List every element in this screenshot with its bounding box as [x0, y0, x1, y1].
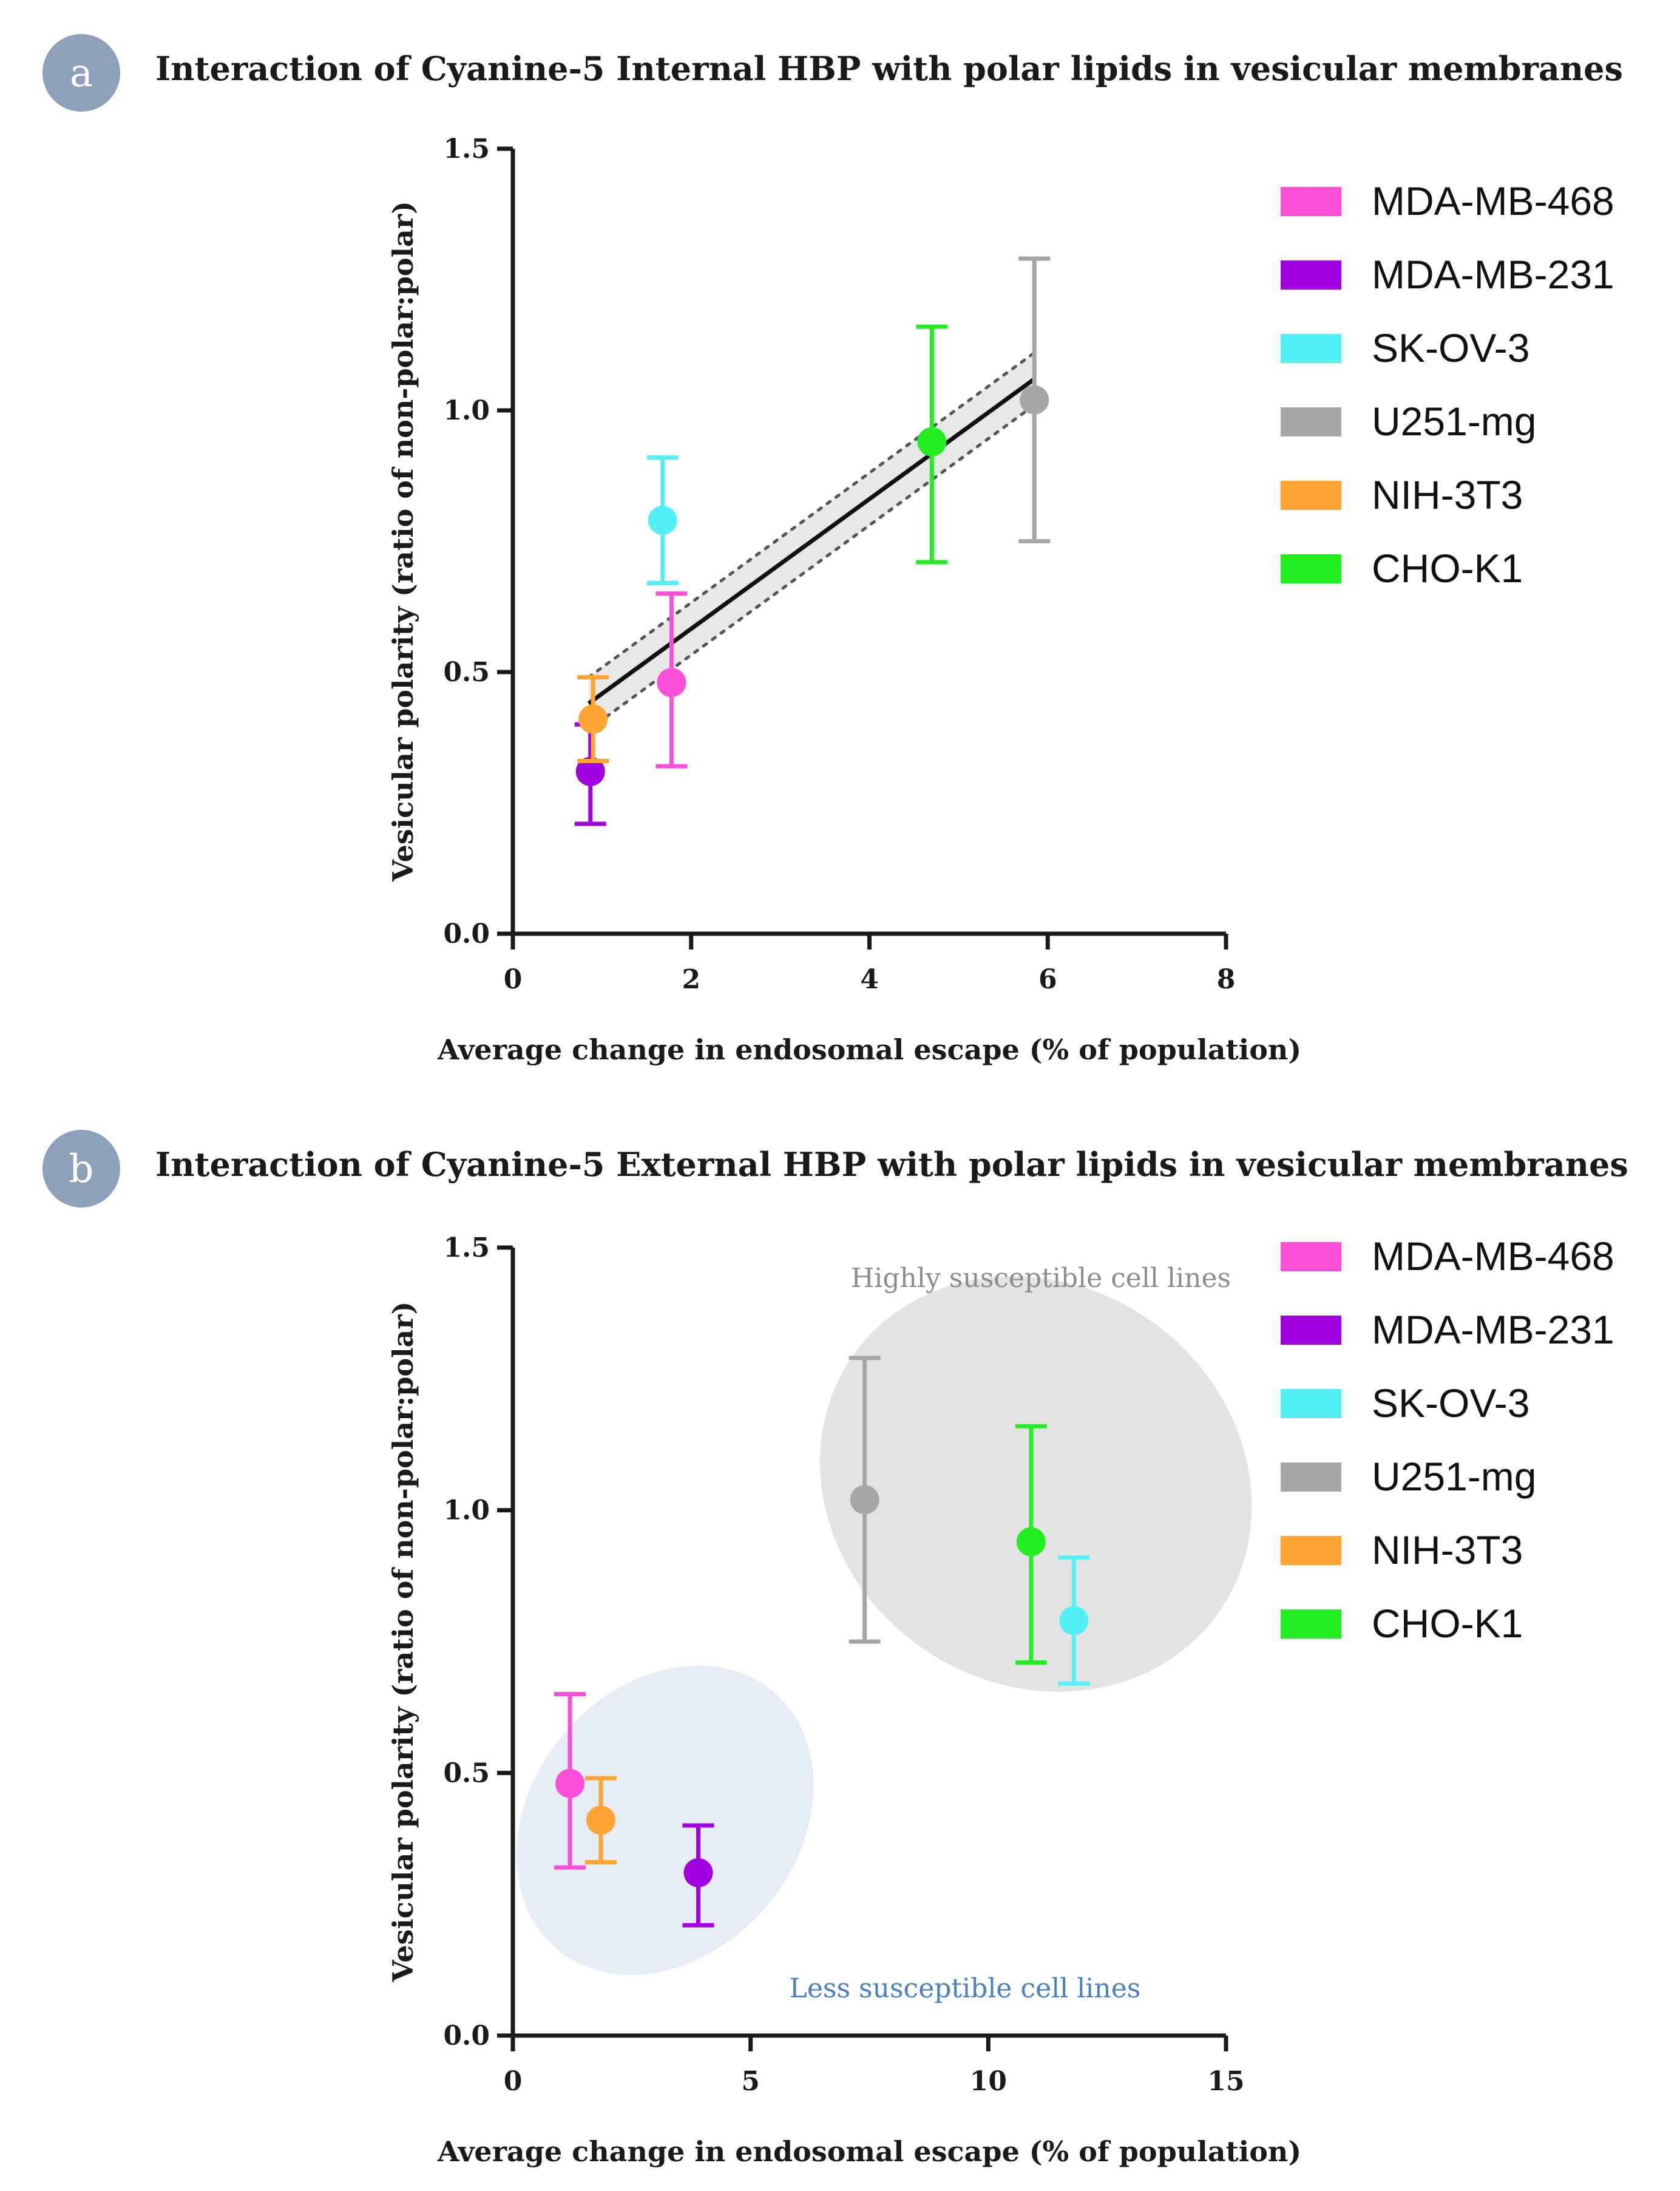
panel-a-legend-label-sk-ov-3: SK-OV-3	[1372, 325, 1529, 370]
panel-a-fit-upper-bound	[587, 351, 1036, 679]
panel-b-legend-swatch-cho-k1	[1281, 1609, 1341, 1639]
panel-b-badge	[42, 1130, 120, 1208]
panel-a-legend-swatch-mda-mb-468	[1281, 187, 1341, 216]
panel-a-legend-swatch-sk-ov-3	[1281, 334, 1341, 363]
panel-b-x-axis-label: Average change in endosomal escape (% of…	[437, 2135, 1301, 2168]
panel-a-x-tick-label-2: 4	[860, 964, 879, 995]
panel-b-annotation-0: Highly susceptible cell lines	[851, 1263, 1231, 1294]
panel-a-legend-swatch-cho-k1	[1281, 554, 1341, 583]
panel-a-y-axis-label: Vesicular polarity (ratio of non-polar:p…	[387, 201, 419, 882]
panel-b-point-mda-mb-231	[683, 1858, 713, 1887]
panel-b-annotation-1: Less susceptible cell lines	[790, 1973, 1141, 2004]
panel-b-badge-letter: b	[69, 1147, 94, 1192]
panel-a-badge-letter: a	[70, 51, 93, 96]
panel-a-x-tick-label-4: 8	[1217, 964, 1236, 995]
panel-b-point-mda-mb-468	[555, 1768, 584, 1798]
panel-a-point-u251-mg	[1020, 385, 1049, 415]
panel-a-y-tick-label-3: 1.5	[443, 134, 490, 165]
panel-b-header: b Interaction of Cyanine-5 External HBP …	[42, 1130, 1628, 1208]
panel-b-point-cho-k1	[1016, 1527, 1046, 1557]
panel-b-y-tick-label-3: 1.5	[443, 1232, 490, 1263]
panel-b-legend-label-sk-ov-3: SK-OV-3	[1372, 1381, 1529, 1425]
panel-b-x-tick-label-1: 5	[741, 2066, 760, 2097]
panel-a-x-axis-label: Average change in endosomal escape (% of…	[437, 1033, 1301, 1066]
panel-a-x-tick-label-0: 0	[504, 964, 523, 995]
panel-b-legend-swatch-u251-mg	[1281, 1462, 1341, 1492]
panel-a-legend-label-mda-mb-468: MDA-MB-468	[1372, 178, 1614, 223]
panel-a-legend-swatch-mda-mb-231	[1281, 260, 1341, 290]
panel-b-legend-swatch-sk-ov-3	[1281, 1389, 1341, 1418]
panel-a-y-tick-label-1: 0.5	[443, 657, 490, 688]
panel-b-y-tick-label-1: 0.5	[443, 1758, 490, 1788]
panel-a-legend-label-mda-mb-231: MDA-MB-231	[1372, 252, 1614, 297]
panel-b-point-u251-mg	[850, 1485, 879, 1515]
panel-a-legend-label-u251-mg: U251-mg	[1372, 399, 1536, 444]
panel-b-y-tick-label-2: 1.0	[443, 1495, 490, 1526]
panel-a-title: Interaction of Cyanine-5 Internal HBP wi…	[155, 49, 1623, 88]
panel-a-legend-label-cho-k1: CHO-K1	[1372, 546, 1523, 591]
panel-a-legend-swatch-nih-3t3	[1281, 481, 1341, 510]
panel-b-point-nih-3t3	[586, 1805, 615, 1835]
panel-b-chart: 0.0 0.5 1.0 1.5 0 5 10 15 Average change in endo…	[387, 1232, 1614, 2168]
panel-b-legend-label-nih-3t3: NIH-3T3	[1372, 1527, 1523, 1572]
panel-b-legend-label-mda-mb-231: MDA-MB-231	[1372, 1307, 1614, 1352]
panel-b-legend-label-cho-k1: CHO-K1	[1372, 1601, 1523, 1646]
panel-a-point-cho-k1	[917, 427, 947, 457]
panel-a-fit-line	[587, 377, 1036, 705]
panel-b-y-axis-label: Vesicular polarity (ratio of non-polar:p…	[387, 1302, 419, 1983]
panel-a-header: a Interaction of Cyanine-5 Internal HBP …	[42, 34, 1623, 112]
panel-b-x-tick-label-2: 10	[970, 2066, 1007, 2097]
panel-b-x-tick-label-3: 15	[1207, 2066, 1244, 2097]
panel-a-legend-label-nih-3t3: NIH-3T3	[1372, 472, 1523, 517]
panel-b-y-tick-label-0: 0.0	[443, 2020, 490, 2051]
panel-a-x-tick-label-3: 6	[1038, 964, 1057, 995]
panel-b-legend-swatch-nih-3t3	[1281, 1536, 1341, 1565]
panel-b-group-ellipse-1	[516, 1665, 814, 1975]
panel-a-badge	[42, 34, 120, 112]
panel-a-y-tick-label-2: 1.0	[443, 395, 490, 426]
panel-a-point-mda-mb-468	[657, 668, 686, 698]
panel-a-point-mda-mb-231	[575, 756, 605, 786]
panel-b-title: Interaction of Cyanine-5 External HBP wi…	[155, 1145, 1628, 1184]
panel-a-point-sk-ov-3	[648, 506, 677, 535]
panel-a-x-tick-label-1: 2	[682, 964, 700, 995]
panel-b-legend-swatch-mda-mb-468	[1281, 1242, 1341, 1271]
panel-a-y-tick-label-0: 0.0	[443, 919, 490, 949]
panel-b-group-ellipse-0	[819, 1276, 1252, 1692]
panel-b-legend-label-mda-mb-468: MDA-MB-468	[1372, 1234, 1614, 1279]
panel-a-chart: 0.0 0.5 1.0 1.5 0 2 4 6 8 Average change in endos…	[387, 134, 1614, 1066]
panel-b-x-tick-label-0: 0	[504, 2066, 523, 2097]
panel-b-point-sk-ov-3	[1059, 1606, 1089, 1636]
panel-a-legend-swatch-u251-mg	[1281, 407, 1341, 437]
panel-b-legend-label-u251-mg: U251-mg	[1372, 1454, 1536, 1499]
panel-b-legend-swatch-mda-mb-231	[1281, 1316, 1341, 1345]
panel-a-point-nih-3t3	[578, 704, 608, 734]
